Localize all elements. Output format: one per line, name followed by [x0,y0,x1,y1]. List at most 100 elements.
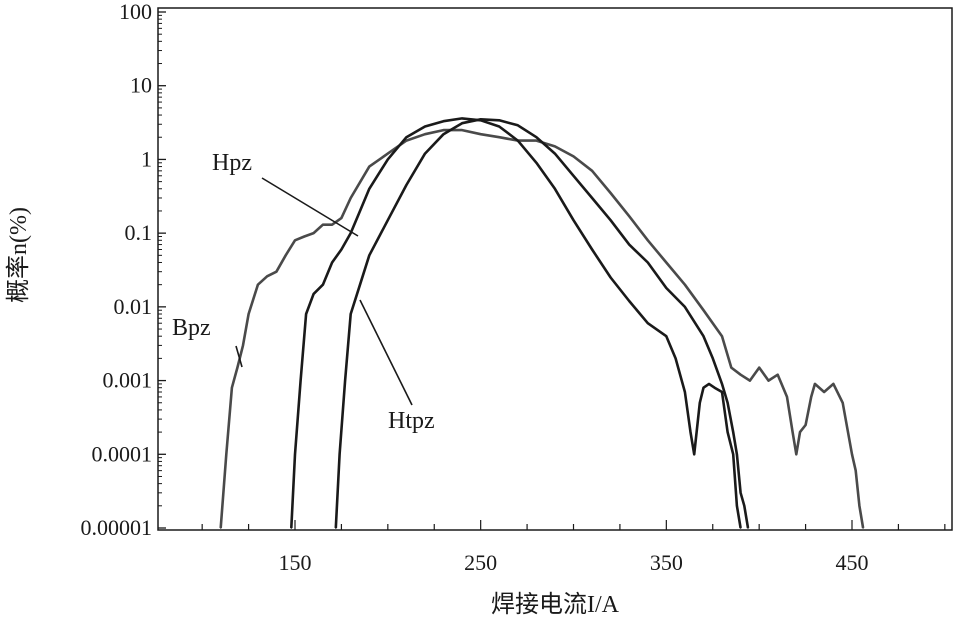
data-point [303,235,306,238]
x-tick-label: 350 [650,550,683,575]
data-point [732,431,734,433]
data-point [726,402,729,404]
y-tick-label: 0.00001 [81,515,153,540]
y-tick-label: 0.1 [125,220,153,245]
data-point [776,373,779,376]
data-point [628,243,630,246]
data-point [854,469,857,472]
data-point [665,287,668,289]
data-point [862,527,864,529]
series-layer [219,117,865,529]
data-point [242,344,244,347]
data-point [331,261,333,264]
x-axis: 150 250 350 450 [201,520,946,575]
x-tick-label: 250 [464,550,497,575]
data-point [236,366,239,369]
data-point [609,192,612,194]
data-point [312,232,315,234]
data-point [554,152,556,155]
y-tick-label: 0.001 [103,368,153,393]
data-point [344,379,346,382]
data-point [823,391,825,393]
data-point [851,453,853,456]
data-point [749,379,751,382]
annotation-hpz: Hpz [212,150,252,176]
data-point [290,527,293,529]
y-tick-label: 0.01 [114,294,153,319]
data-point [743,505,746,507]
data-point [684,283,686,286]
data-point [739,373,742,376]
data-point [739,527,742,529]
data-point [708,383,710,385]
data-point [810,396,812,398]
data-point [799,431,801,433]
series-htpz [334,118,750,529]
data-point [736,505,738,507]
data-point [674,357,677,360]
data-point [349,197,352,199]
data-point [591,197,593,199]
x-axis-label: 焊接电流I/A [491,591,620,618]
data-point [702,386,705,389]
data-point [699,402,701,404]
data-point [535,136,538,138]
data-point [322,223,324,226]
data-point [284,254,287,257]
data-point [702,309,705,312]
data-point [535,139,538,142]
data-point [359,210,361,212]
data-point [387,158,389,161]
data-point [338,453,341,456]
annotation-leader [359,299,413,406]
data-point [368,188,371,190]
data-point [442,129,445,131]
data-point [359,283,361,286]
data-point [299,379,302,382]
data-point [767,379,770,382]
data-point [442,120,445,122]
data-point [535,162,538,164]
annotation-htpz: Htpz [388,408,435,434]
series-line-bpz [219,128,865,529]
plot-frame [157,7,953,531]
data-point [804,424,807,426]
data-point [689,431,692,433]
data-point [736,453,738,456]
data-point [479,118,482,121]
data-point [795,453,798,456]
data-point [832,383,835,385]
data-point [712,357,714,360]
data-point [591,170,593,172]
data-point [266,275,268,278]
data-point [702,335,705,338]
data-point [442,133,445,135]
data-point [693,453,695,456]
data-point [405,184,408,186]
data-point [247,313,250,315]
data-point [498,136,501,138]
data-point [349,313,352,315]
data-point [758,366,760,369]
data-point [554,145,556,148]
data-point [517,124,519,127]
annotation-leader [261,177,359,237]
y-tick-label: 100 [119,0,152,24]
data-point [405,139,408,142]
annotation-layer: Hpz Bpz Htpz [172,150,435,434]
data-point [713,386,716,389]
annotation-leader [235,345,243,368]
data-point [647,322,649,325]
data-point [275,270,278,273]
annotation-bpz: Bpz [172,315,211,341]
data-point [225,453,228,456]
data-point [405,136,408,138]
data-point [814,383,816,385]
data-point [721,383,723,385]
y-tick-label: 1 [141,146,152,171]
data-point [609,276,612,279]
data-point [461,129,463,131]
y-axis-label: 概率n(%) [5,207,32,303]
y-tick-label: 0.0001 [92,441,153,466]
series-hpz [290,117,742,529]
